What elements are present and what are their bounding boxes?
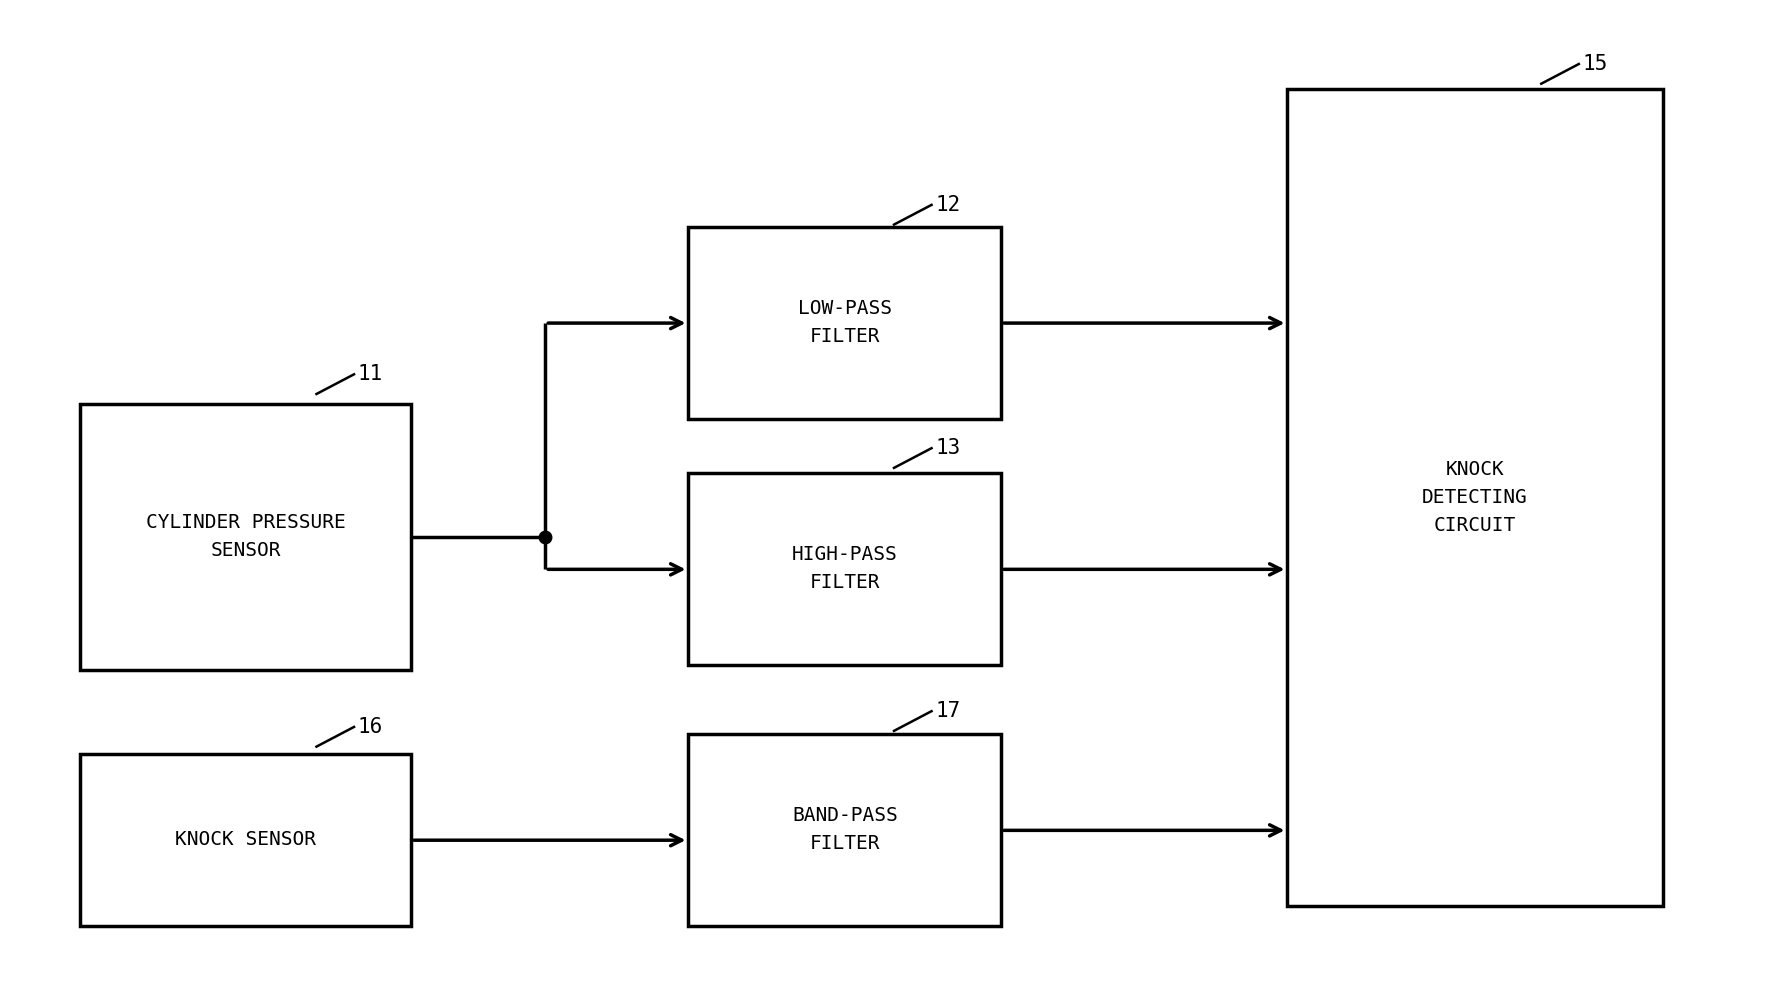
Text: KNOCK SENSOR: KNOCK SENSOR — [175, 830, 316, 849]
Text: BAND-PASS
FILTER: BAND-PASS FILTER — [792, 807, 898, 853]
Text: 12: 12 — [935, 195, 960, 215]
Text: 13: 13 — [935, 438, 960, 458]
FancyBboxPatch shape — [688, 227, 1001, 419]
Text: 11: 11 — [358, 364, 383, 384]
Text: CYLINDER PRESSURE
SENSOR: CYLINDER PRESSURE SENSOR — [147, 513, 345, 560]
Text: 17: 17 — [935, 701, 960, 721]
FancyBboxPatch shape — [80, 754, 411, 926]
Text: 16: 16 — [358, 717, 383, 737]
FancyBboxPatch shape — [688, 473, 1001, 665]
FancyBboxPatch shape — [80, 404, 411, 670]
FancyBboxPatch shape — [1287, 89, 1663, 906]
FancyBboxPatch shape — [688, 734, 1001, 926]
Text: KNOCK
DETECTING
CIRCUIT: KNOCK DETECTING CIRCUIT — [1421, 460, 1529, 535]
Text: LOW-PASS
FILTER: LOW-PASS FILTER — [797, 299, 892, 346]
Text: HIGH-PASS
FILTER: HIGH-PASS FILTER — [792, 546, 898, 592]
Text: 15: 15 — [1582, 54, 1607, 74]
